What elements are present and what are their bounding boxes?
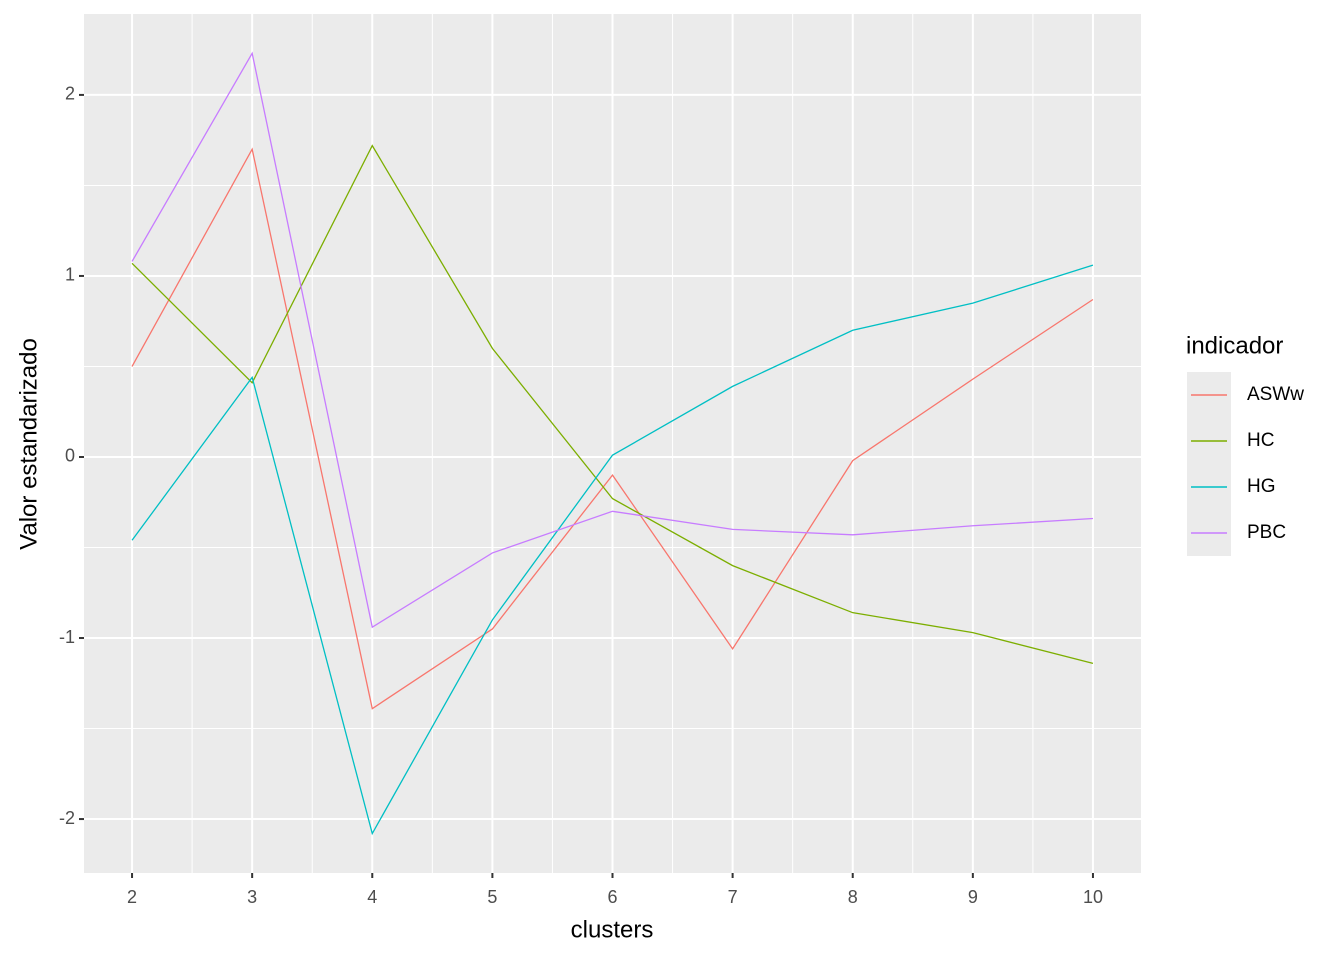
x-tick-label: 6 — [607, 887, 617, 907]
legend-label: HG — [1247, 476, 1276, 497]
x-tick-label: 8 — [848, 887, 858, 907]
legend-title: indicador — [1186, 332, 1283, 359]
series-line — [131, 147, 1094, 710]
legend-label: HC — [1247, 430, 1274, 451]
legend-label: ASWw — [1247, 384, 1304, 405]
x-tick-label: 3 — [247, 887, 257, 907]
legend-key-background — [1187, 372, 1231, 556]
x-tick-label: 7 — [728, 887, 738, 907]
y-tick-label: 2 — [65, 84, 75, 104]
x-tick-label: 9 — [968, 887, 978, 907]
y-tick-label: -2 — [59, 808, 75, 828]
x-tick-label: 10 — [1083, 887, 1103, 907]
x-tick-label: 2 — [127, 887, 137, 907]
y-tick-label: -1 — [59, 627, 75, 647]
x-tick-label: 5 — [487, 887, 497, 907]
x-tick-label: 4 — [367, 887, 377, 907]
y-axis-title: Valor estandarizado — [15, 338, 42, 550]
legend-label: PBC — [1247, 522, 1286, 543]
y-tick-label: 1 — [65, 265, 75, 285]
series-line — [131, 144, 1094, 664]
x-axis-title: clusters — [571, 916, 654, 943]
series-line — [131, 51, 1093, 629]
series-line — [131, 264, 1094, 836]
y-tick-label: 0 — [65, 446, 75, 466]
